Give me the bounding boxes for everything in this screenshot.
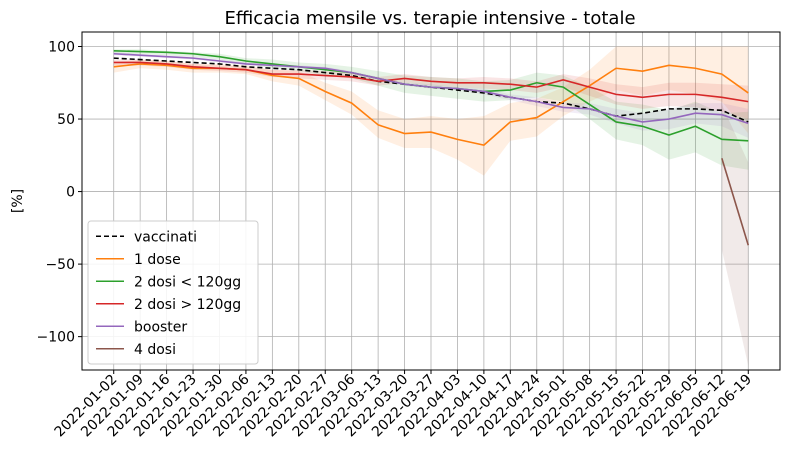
y-tick-label: −100 <box>37 330 75 346</box>
legend-label: booster <box>134 319 187 335</box>
legend-label: 2 dosi > 120gg <box>134 297 241 313</box>
y-axis-label: [%] <box>10 189 26 213</box>
y-tick-label: 0 <box>66 185 75 201</box>
confidence-band <box>113 49 749 170</box>
legend-label: 2 dosi < 120gg <box>134 274 241 290</box>
plot-frame <box>81 31 781 371</box>
y-tick-label: 50 <box>57 112 75 128</box>
chart-title: Efficacia mensile vs. terapie intensive … <box>224 8 635 29</box>
confidence-band <box>721 104 749 366</box>
legend-box <box>87 220 259 365</box>
series-line <box>721 157 750 246</box>
y-tick-label: −50 <box>45 257 75 273</box>
y-tick-label: 100 <box>48 40 75 56</box>
series-line <box>113 57 749 123</box>
legend-label: vaccinati <box>134 229 197 245</box>
confidence-band <box>113 46 749 176</box>
legend-label: 1 dose <box>134 252 181 268</box>
series-line <box>113 52 749 125</box>
legend-label: 4 dosi <box>134 342 176 358</box>
series-line <box>113 61 749 103</box>
